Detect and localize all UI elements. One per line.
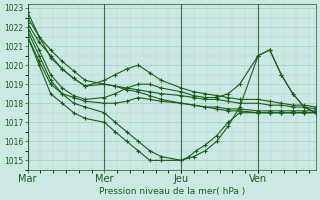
X-axis label: Pression niveau de la mer( hPa ): Pression niveau de la mer( hPa ) [99,187,245,196]
